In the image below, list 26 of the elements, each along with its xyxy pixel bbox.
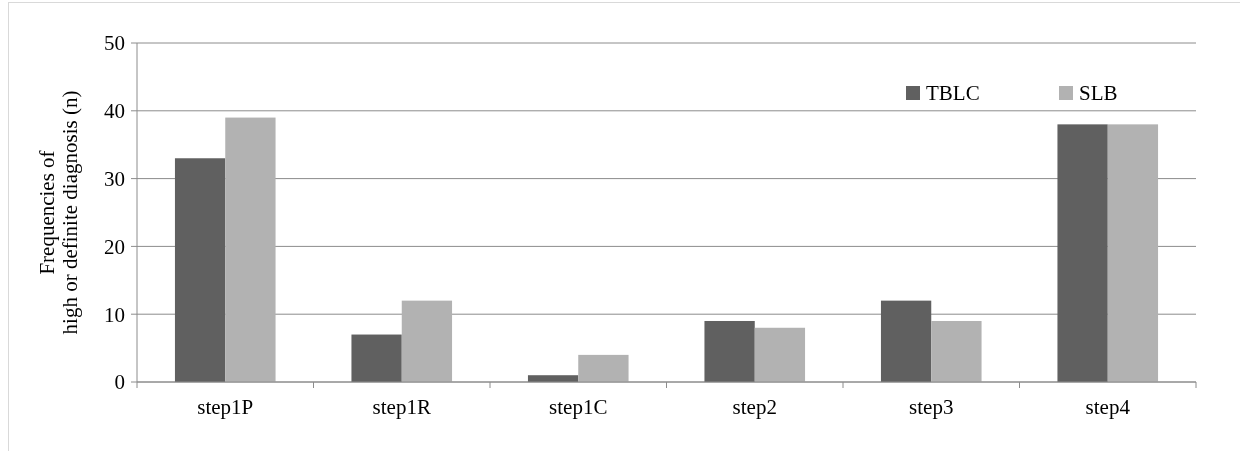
bar xyxy=(174,158,226,382)
y-tick-label: 10 xyxy=(104,302,125,327)
legend-label: TBLC xyxy=(926,81,980,106)
x-tick-label: step1C xyxy=(549,395,608,419)
y-tick-label: 30 xyxy=(104,166,125,191)
bar xyxy=(225,117,276,382)
bar xyxy=(704,320,755,382)
x-tick-label: step4 xyxy=(1085,395,1131,419)
bar xyxy=(1107,124,1159,382)
bar xyxy=(401,300,453,382)
x-tick-label: step1P xyxy=(197,395,254,419)
legend-label: SLB xyxy=(1079,81,1118,106)
bar xyxy=(578,354,629,382)
bar xyxy=(351,334,402,382)
y-tick-label: 40 xyxy=(104,99,125,124)
y-tick-label: 0 xyxy=(114,370,125,395)
x-tick-label: step2 xyxy=(732,395,777,419)
bar xyxy=(880,300,932,382)
bar xyxy=(931,320,982,382)
x-tick-label: step3 xyxy=(909,395,954,419)
y-axis-title: Frequencies of high or definite diagnosis (n) xyxy=(34,90,82,335)
bar xyxy=(1057,124,1108,382)
x-tick-label: step1R xyxy=(372,395,431,419)
bar xyxy=(754,327,806,382)
y-tick-label: 20 xyxy=(104,234,125,259)
y-tick-label: 50 xyxy=(104,31,125,56)
